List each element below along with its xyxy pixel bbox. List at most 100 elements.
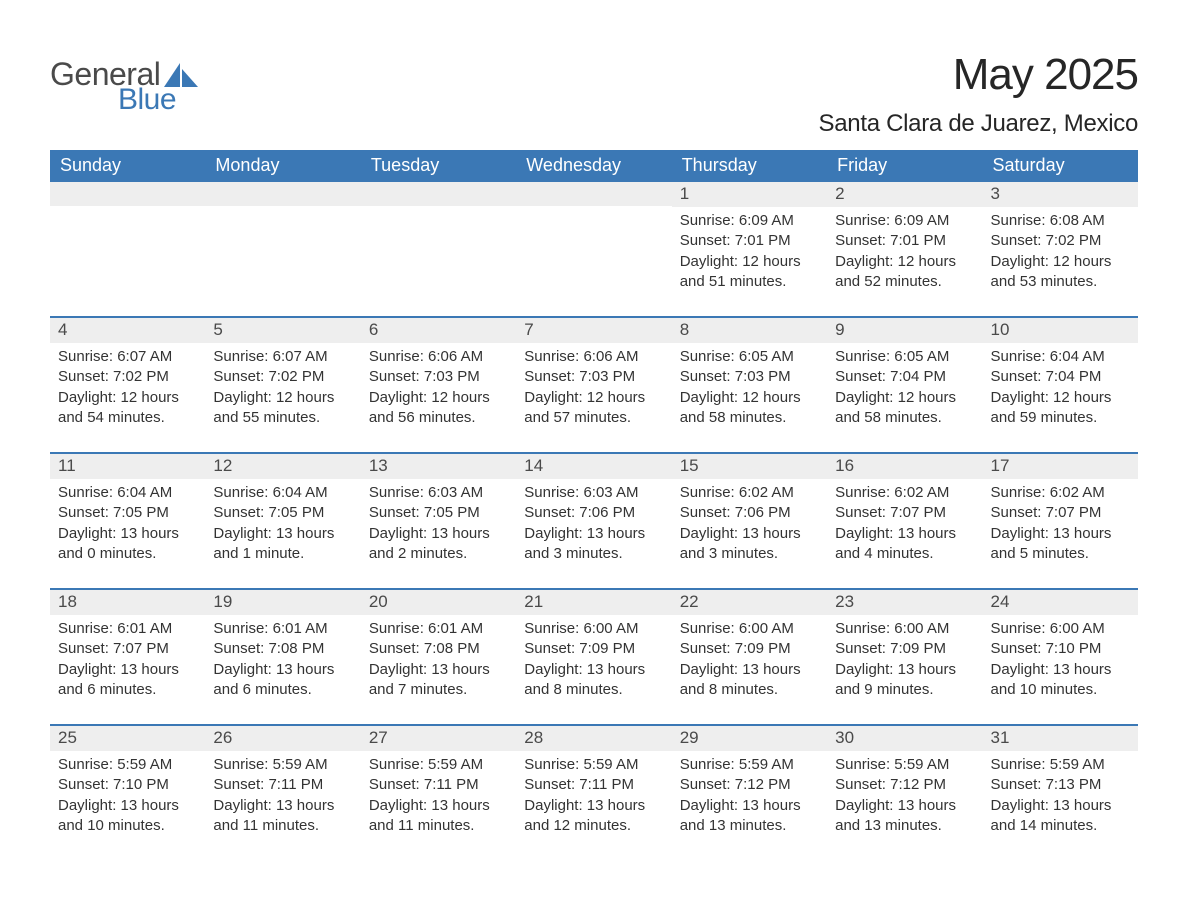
day-details: Sunrise: 6:05 AMSunset: 7:04 PMDaylight:… (827, 343, 982, 452)
day-details: Sunrise: 6:02 AMSunset: 7:07 PMDaylight:… (827, 479, 982, 588)
day-number: 15 (672, 454, 827, 479)
sunrise-text: Sunrise: 6:00 AM (835, 619, 974, 639)
calendar-day-cell: 5Sunrise: 6:07 AMSunset: 7:02 PMDaylight… (205, 317, 360, 453)
daylight-text: Daylight: 13 hours and 13 minutes. (680, 796, 819, 837)
day-details: Sunrise: 6:09 AMSunset: 7:01 PMDaylight:… (672, 207, 827, 316)
calendar-week-row: 11Sunrise: 6:04 AMSunset: 7:05 PMDayligh… (50, 453, 1138, 589)
calendar-table: Sunday Monday Tuesday Wednesday Thursday… (50, 150, 1138, 860)
sunset-text: Sunset: 7:12 PM (680, 775, 819, 795)
sunrise-text: Sunrise: 6:00 AM (524, 619, 663, 639)
day-details: Sunrise: 6:08 AMSunset: 7:02 PMDaylight:… (983, 207, 1138, 316)
sunset-text: Sunset: 7:05 PM (213, 503, 352, 523)
daylight-text: Daylight: 13 hours and 3 minutes. (524, 524, 663, 565)
day-number: 28 (516, 726, 671, 751)
daylight-text: Daylight: 12 hours and 53 minutes. (991, 252, 1130, 293)
daylight-text: Daylight: 13 hours and 11 minutes. (213, 796, 352, 837)
calendar-day-cell: 16Sunrise: 6:02 AMSunset: 7:07 PMDayligh… (827, 453, 982, 589)
day-number: 5 (205, 318, 360, 343)
calendar-day-cell: 12Sunrise: 6:04 AMSunset: 7:05 PMDayligh… (205, 453, 360, 589)
daylight-text: Daylight: 12 hours and 52 minutes. (835, 252, 974, 293)
day-number: 3 (983, 182, 1138, 207)
day-header: Sunday (50, 150, 205, 182)
calendar-day-cell (361, 182, 516, 317)
day-number: 29 (672, 726, 827, 751)
sunrise-text: Sunrise: 6:08 AM (991, 211, 1130, 231)
daylight-text: Daylight: 12 hours and 55 minutes. (213, 388, 352, 429)
sunrise-text: Sunrise: 5:59 AM (991, 755, 1130, 775)
day-number: 9 (827, 318, 982, 343)
day-number: 17 (983, 454, 1138, 479)
day-number: 7 (516, 318, 671, 343)
sunrise-text: Sunrise: 5:59 AM (213, 755, 352, 775)
calendar-day-cell: 1Sunrise: 6:09 AMSunset: 7:01 PMDaylight… (672, 182, 827, 317)
sunrise-text: Sunrise: 6:01 AM (58, 619, 197, 639)
sunset-text: Sunset: 7:03 PM (524, 367, 663, 387)
sunrise-text: Sunrise: 6:09 AM (680, 211, 819, 231)
sunrise-text: Sunrise: 6:06 AM (524, 347, 663, 367)
sunset-text: Sunset: 7:06 PM (680, 503, 819, 523)
sunset-text: Sunset: 7:05 PM (58, 503, 197, 523)
day-number: 1 (672, 182, 827, 207)
day-details: Sunrise: 6:07 AMSunset: 7:02 PMDaylight:… (50, 343, 205, 452)
sunrise-text: Sunrise: 6:02 AM (991, 483, 1130, 503)
day-details: Sunrise: 6:01 AMSunset: 7:08 PMDaylight:… (205, 615, 360, 724)
sunset-text: Sunset: 7:06 PM (524, 503, 663, 523)
calendar-day-cell (205, 182, 360, 317)
sunset-text: Sunset: 7:11 PM (524, 775, 663, 795)
day-details: Sunrise: 5:59 AMSunset: 7:12 PMDaylight:… (672, 751, 827, 860)
sunset-text: Sunset: 7:01 PM (835, 231, 974, 251)
daylight-text: Daylight: 13 hours and 6 minutes. (58, 660, 197, 701)
calendar-day-cell (50, 182, 205, 317)
day-number: 4 (50, 318, 205, 343)
brand-logo: General Blue (50, 50, 198, 117)
sunset-text: Sunset: 7:07 PM (835, 503, 974, 523)
calendar-day-cell: 20Sunrise: 6:01 AMSunset: 7:08 PMDayligh… (361, 589, 516, 725)
calendar-day-cell: 2Sunrise: 6:09 AMSunset: 7:01 PMDaylight… (827, 182, 982, 317)
day-number (205, 182, 360, 206)
sunset-text: Sunset: 7:07 PM (991, 503, 1130, 523)
sunrise-text: Sunrise: 6:06 AM (369, 347, 508, 367)
day-details: Sunrise: 5:59 AMSunset: 7:11 PMDaylight:… (361, 751, 516, 860)
day-details: Sunrise: 5:59 AMSunset: 7:11 PMDaylight:… (205, 751, 360, 860)
day-details: Sunrise: 5:59 AMSunset: 7:13 PMDaylight:… (983, 751, 1138, 860)
sunrise-text: Sunrise: 6:04 AM (58, 483, 197, 503)
sunrise-text: Sunrise: 6:02 AM (680, 483, 819, 503)
calendar-week-row: 25Sunrise: 5:59 AMSunset: 7:10 PMDayligh… (50, 725, 1138, 860)
calendar-day-cell (516, 182, 671, 317)
calendar-day-cell: 29Sunrise: 5:59 AMSunset: 7:12 PMDayligh… (672, 725, 827, 860)
calendar-day-cell: 4Sunrise: 6:07 AMSunset: 7:02 PMDaylight… (50, 317, 205, 453)
day-number: 26 (205, 726, 360, 751)
day-details: Sunrise: 6:00 AMSunset: 7:09 PMDaylight:… (672, 615, 827, 724)
empty-day (361, 206, 516, 296)
day-details: Sunrise: 6:01 AMSunset: 7:07 PMDaylight:… (50, 615, 205, 724)
calendar-day-cell: 22Sunrise: 6:00 AMSunset: 7:09 PMDayligh… (672, 589, 827, 725)
daylight-text: Daylight: 13 hours and 9 minutes. (835, 660, 974, 701)
page-header: General Blue May 2025 Santa Clara de Jua… (50, 50, 1138, 138)
daylight-text: Daylight: 13 hours and 2 minutes. (369, 524, 508, 565)
day-number: 24 (983, 590, 1138, 615)
day-header: Tuesday (361, 150, 516, 182)
day-details: Sunrise: 6:01 AMSunset: 7:08 PMDaylight:… (361, 615, 516, 724)
sunset-text: Sunset: 7:11 PM (369, 775, 508, 795)
sunrise-text: Sunrise: 5:59 AM (58, 755, 197, 775)
day-details: Sunrise: 6:02 AMSunset: 7:07 PMDaylight:… (983, 479, 1138, 588)
calendar-week-row: 1Sunrise: 6:09 AMSunset: 7:01 PMDaylight… (50, 182, 1138, 317)
daylight-text: Daylight: 13 hours and 8 minutes. (680, 660, 819, 701)
sunrise-text: Sunrise: 6:04 AM (991, 347, 1130, 367)
sunrise-text: Sunrise: 6:01 AM (369, 619, 508, 639)
day-number: 2 (827, 182, 982, 207)
day-details: Sunrise: 6:02 AMSunset: 7:06 PMDaylight:… (672, 479, 827, 588)
day-details: Sunrise: 6:05 AMSunset: 7:03 PMDaylight:… (672, 343, 827, 452)
empty-day (50, 206, 205, 296)
day-header: Friday (827, 150, 982, 182)
day-number: 22 (672, 590, 827, 615)
day-details: Sunrise: 6:00 AMSunset: 7:10 PMDaylight:… (983, 615, 1138, 724)
sunset-text: Sunset: 7:13 PM (991, 775, 1130, 795)
daylight-text: Daylight: 13 hours and 4 minutes. (835, 524, 974, 565)
daylight-text: Daylight: 13 hours and 12 minutes. (524, 796, 663, 837)
day-details: Sunrise: 6:06 AMSunset: 7:03 PMDaylight:… (516, 343, 671, 452)
day-details: Sunrise: 6:07 AMSunset: 7:02 PMDaylight:… (205, 343, 360, 452)
day-details: Sunrise: 5:59 AMSunset: 7:12 PMDaylight:… (827, 751, 982, 860)
day-number: 21 (516, 590, 671, 615)
day-number: 27 (361, 726, 516, 751)
